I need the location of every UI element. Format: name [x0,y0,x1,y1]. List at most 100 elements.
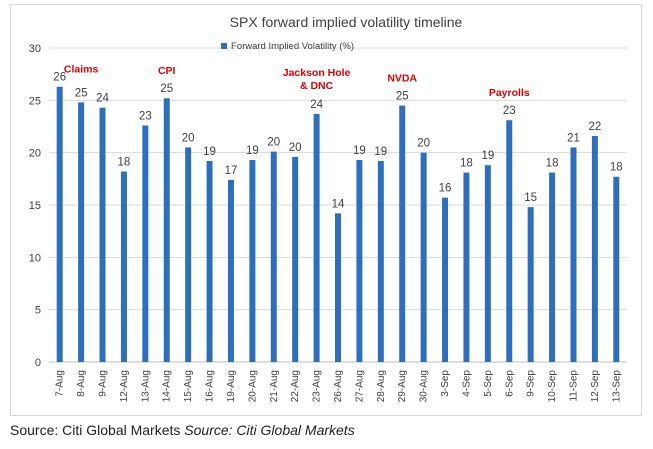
y-tick-label: 5 [35,305,41,317]
x-tick-label: 21-Aug [269,370,280,402]
x-tick-label: 28-Aug [376,370,387,402]
event-annotation: Jackson Hole [283,67,351,79]
bar-value-label: 17 [225,165,238,177]
bar-value-label: 19 [246,145,259,157]
bar-value-label: 19 [374,146,387,158]
bar [399,105,406,363]
x-tick-label: 5-Sep [483,370,494,397]
bar [442,197,449,362]
event-annotation: Claims [64,64,99,76]
chart-title: SPX forward implied volatility timeline [230,14,463,30]
bar-value-label: 25 [160,83,173,95]
x-tick-label: 11-Sep [568,370,579,402]
source-caption: Source: Citi Global Markets Source: Citi… [10,422,355,438]
source-text-italic: Source: Citi Global Markets [184,422,355,438]
x-tick-label: 12-Sep [590,370,601,403]
bar [206,161,213,362]
bar-value-label: 20 [182,132,195,144]
event-annotation: NVDA [387,73,417,85]
bar [463,172,470,362]
x-tick-label: 22-Aug [290,370,301,402]
bar-value-label: 20 [289,142,302,154]
y-tick-label: 10 [29,252,41,264]
legend-swatch [221,43,227,49]
bar [484,165,491,362]
x-tick-label: 3-Sep [440,370,451,397]
x-tick-label: 10-Sep [547,370,558,403]
bar-value-label: 25 [75,87,88,99]
bar [356,159,363,362]
bar-value-label: 16 [439,183,452,195]
bar-value-label: 25 [396,91,409,103]
bar-value-label: 15 [524,192,537,204]
x-tick-label: 7-Aug [55,370,66,397]
x-tick-label: 14-Aug [162,370,173,402]
y-tick-label: 20 [29,148,41,160]
x-tick-label: 27-Aug [354,370,365,402]
bar-value-label: 18 [546,158,559,170]
x-tick-label: 9-Sep [526,370,537,397]
bar [249,159,256,362]
x-tick-label: 15-Aug [183,370,194,402]
bar [570,147,577,362]
bar-value-label: 23 [503,105,516,117]
bar-value-label: 26 [53,72,66,84]
bar [527,207,534,362]
bar-value-label: 20 [417,138,430,150]
bar-value-label: 18 [610,162,623,174]
bar-value-label: 19 [203,146,216,158]
event-annotation: CPI [158,65,176,77]
bar-value-label: 19 [481,150,494,162]
x-tick-label: 8-Aug [76,370,87,397]
bar [313,113,320,362]
legend-label: Forward Implied Volatility (%) [231,41,354,52]
bar-chart: SPX forward implied volatility timeline 0… [29,14,627,403]
x-tick-label: 23-Aug [312,370,323,402]
bar-value-label: 18 [460,158,473,170]
x-tick-label: 16-Aug [205,370,216,402]
bar-value-label: 19 [353,145,366,157]
x-tick-label: 29-Aug [397,370,408,402]
bar-value-label: 20 [267,137,280,149]
bar [613,176,620,362]
chart-frame: SPX forward implied volatility timeline 0… [10,4,642,416]
bar [99,107,106,362]
x-tick-label: 4-Sep [461,370,472,397]
bar [377,161,384,362]
x-tick-label: 12-Aug [119,370,130,402]
x-tick-label: 6-Sep [504,370,515,397]
y-tick-label: 15 [29,200,41,212]
bar [506,120,513,362]
bar-value-label: 21 [567,132,580,144]
bar-value-label: 24 [96,93,109,105]
bar-value-label: 22 [588,121,601,133]
x-tick-label: 20-Aug [247,370,258,402]
x-tick-label: 13-Sep [611,370,622,403]
bar-value-label: 18 [118,157,131,169]
y-tick-label: 25 [29,95,41,107]
source-text: Source: Citi Global Markets [10,422,185,438]
bar [335,213,341,362]
bar [163,98,170,363]
bar [120,171,127,362]
bar [591,135,598,362]
x-tick-label: 13-Aug [140,370,151,402]
bar [549,172,556,362]
bar-value-label: 24 [310,99,323,111]
y-tick-label: 30 [29,43,41,55]
bar [142,125,149,362]
x-tick-label: 26-Aug [333,370,344,402]
bar [227,179,234,362]
event-annotation-line2: & DNC [300,80,334,92]
bar-value-label: 23 [139,110,152,122]
x-tick-label: 30-Aug [419,370,430,402]
bar [420,152,427,362]
x-tick-label: 9-Aug [98,370,109,397]
bar [270,151,277,362]
x-tick-label: 19-Aug [226,370,237,402]
bar [78,102,85,362]
bar [185,147,192,362]
bar [56,86,63,362]
bar-value-label: 14 [332,198,345,210]
y-tick-label: 0 [35,357,41,369]
